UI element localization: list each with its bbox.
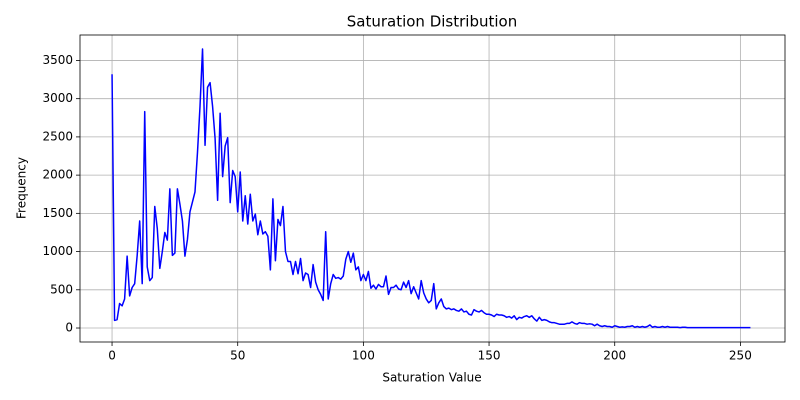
- x-tick-label: 250: [729, 349, 752, 363]
- data-line: [111, 48, 751, 329]
- x-tick-label: 100: [352, 349, 375, 363]
- y-tick-label: 0: [65, 321, 73, 335]
- chart-title: Saturation Distribution: [347, 13, 517, 31]
- y-tick-label: 2500: [42, 129, 73, 143]
- x-axis-label: Saturation Value: [382, 371, 481, 385]
- y-tick-label: 3500: [42, 53, 73, 67]
- x-tick-label: 200: [603, 349, 626, 363]
- y-tick-label: 2000: [42, 168, 73, 182]
- y-tick-label: 1500: [42, 206, 73, 220]
- y-tick-label: 500: [50, 282, 73, 296]
- x-tick-label: 150: [478, 349, 501, 363]
- y-axis-label: Frequency: [15, 157, 29, 219]
- y-tick-label: 1000: [42, 244, 73, 258]
- x-tick-label: 50: [230, 349, 245, 363]
- plot-frame: [79, 34, 786, 343]
- y-tick-label: 3000: [42, 91, 73, 105]
- x-tick-label: 0: [108, 349, 116, 363]
